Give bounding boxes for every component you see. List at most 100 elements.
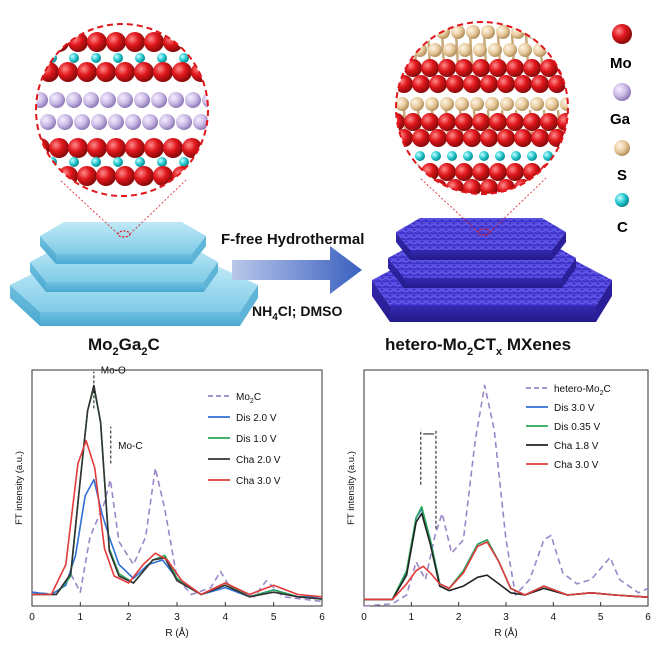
mo-c-annotation: Mo-C <box>118 441 142 452</box>
c-atom <box>157 157 167 167</box>
legend-entry: Cha 3.0 V <box>554 460 599 471</box>
legend-entry: Cha 2.0 V <box>236 455 281 466</box>
y-axis-label: FT intensity (a.u.) <box>14 451 25 525</box>
mo-atom <box>548 75 566 93</box>
x-tick-label: 2 <box>126 612 132 623</box>
mo-atom <box>396 163 405 181</box>
c-atom <box>495 151 505 161</box>
s-atom <box>518 43 532 57</box>
mo-atom <box>463 179 481 194</box>
mxene-atomic-structure <box>395 21 569 195</box>
mo-atom <box>548 179 566 194</box>
s-atom <box>410 97 424 111</box>
s-atom <box>398 43 412 57</box>
exafs-charts: 0 1 2 3 4 5 6 R (Å) FT intensity (a.u.) Mo-O Mo-C M… <box>14 365 651 639</box>
mo-atom <box>472 163 490 181</box>
mo-atom <box>514 129 532 147</box>
mo-atom <box>506 59 524 77</box>
mo-atom <box>106 138 126 158</box>
x-tick-label: 5 <box>598 612 604 623</box>
x-tick-label: 3 <box>174 612 180 623</box>
mo-atom <box>540 163 558 181</box>
mo-atom <box>497 129 515 147</box>
mxene-label: hetero-Mo2CTx MXenes <box>385 335 571 358</box>
c-atom <box>113 53 123 63</box>
s-atom <box>451 25 465 39</box>
c-atom <box>135 157 145 167</box>
c-atom <box>447 151 457 161</box>
ga-atom <box>49 92 65 108</box>
mo-atom <box>455 59 473 77</box>
mo-atom <box>438 163 456 181</box>
s-atom <box>485 97 499 111</box>
ga-atom <box>100 92 116 108</box>
legend-label-mo: Mo <box>610 55 632 72</box>
s-atom <box>443 43 457 57</box>
s-atom <box>511 25 525 39</box>
ga-atom <box>83 92 99 108</box>
c-atom <box>179 53 189 63</box>
ga-atom <box>57 114 73 130</box>
exafs-chart-left: 0 1 2 3 4 5 6 R (Å) FT intensity (a.u.) Mo-O Mo-C M… <box>14 365 325 639</box>
mo-atom <box>463 129 481 147</box>
mo-atom <box>404 113 422 131</box>
mo-atom <box>412 179 430 194</box>
x-tick-label: 1 <box>78 612 84 623</box>
mo-atom <box>446 129 464 147</box>
c-atom <box>431 151 441 161</box>
mo-atom <box>523 59 541 77</box>
mo-atom <box>489 163 507 181</box>
c-atom <box>479 151 489 161</box>
mo-atom <box>396 179 413 194</box>
mo2ga2c-slabs <box>10 179 258 326</box>
mo-atom <box>172 62 192 82</box>
ga-atom <box>176 114 192 130</box>
ga-atom <box>134 92 150 108</box>
s-atom <box>541 25 555 39</box>
mo-atom <box>87 138 107 158</box>
s-atom <box>396 97 409 111</box>
arrow-top-label: F-free Hydrothermal <box>221 231 364 248</box>
mo-atom <box>87 32 107 52</box>
legend-entry: hetero-Mo2C <box>554 384 611 397</box>
mo-atom <box>480 75 498 93</box>
mo-atom <box>172 166 192 186</box>
c-atom <box>511 151 521 161</box>
mo-atom <box>514 179 532 194</box>
s-atom <box>563 43 568 57</box>
x-axis-label: R (Å) <box>494 626 517 639</box>
mo-atom <box>49 32 69 52</box>
series-line <box>364 512 649 601</box>
mo-atom <box>463 75 481 93</box>
mo-atom <box>489 113 507 131</box>
c-atom-icon <box>615 193 629 207</box>
ga-atom <box>202 92 208 108</box>
mo-atom <box>396 75 413 93</box>
c-atom <box>135 53 145 63</box>
mo-atom <box>153 62 173 82</box>
c-atom <box>91 53 101 63</box>
legend-label-s: S <box>617 167 627 184</box>
c-atom <box>527 151 537 161</box>
ga-atom <box>168 92 184 108</box>
legend-entry: Mo2C <box>236 392 261 405</box>
mo-atom <box>523 113 541 131</box>
mo-atom <box>182 138 202 158</box>
s-atom <box>515 97 529 111</box>
mo-atom <box>480 129 498 147</box>
c-atom <box>91 157 101 167</box>
s-atom <box>440 97 454 111</box>
c-atom <box>559 151 568 161</box>
c-atom <box>69 53 79 63</box>
c-atom <box>463 151 473 161</box>
mo-atom <box>68 138 88 158</box>
mo-atom <box>489 59 507 77</box>
mo-o-annotation: Mo-O <box>101 365 126 376</box>
mo-atom <box>96 62 116 82</box>
series-line <box>364 508 649 601</box>
c-atom <box>415 151 425 161</box>
ga-atom <box>193 114 208 130</box>
mo-atom <box>557 59 568 77</box>
mo-atom <box>421 113 439 131</box>
mo-atom <box>144 138 164 158</box>
